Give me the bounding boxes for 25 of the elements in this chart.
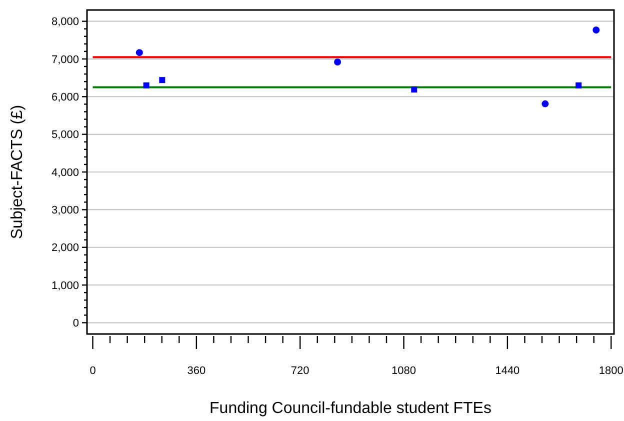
point	[136, 49, 143, 56]
point	[576, 82, 582, 88]
x-tick-label: 720	[290, 365, 310, 377]
point	[411, 86, 418, 92]
point	[542, 100, 549, 108]
x-axis-title: Funding Council-fundable student FTEs	[210, 400, 492, 417]
y-tick-label: 1,000	[51, 280, 79, 292]
y-tick-label: 3,000	[51, 204, 79, 217]
y-tick-label: 5,000	[51, 129, 79, 142]
y-tick-label: 0	[72, 318, 79, 330]
x-tick-label: 1800	[598, 365, 624, 377]
y-axis-title: Subject-FACTS (£)	[9, 104, 26, 240]
x-tick-label: 0	[90, 365, 96, 377]
y-tick-label: 8,000	[51, 16, 79, 28]
y-tick-label: 2,000	[51, 242, 79, 254]
x-tick-label: 1080	[392, 365, 416, 377]
point	[159, 77, 166, 84]
point	[334, 58, 342, 66]
y-tick-label: 6,000	[51, 92, 79, 104]
point	[592, 26, 600, 34]
x-tick-label: 1440	[495, 365, 520, 377]
point	[143, 82, 150, 88]
x-tick-label: 360	[187, 365, 206, 377]
y-tick-label: 4,000	[51, 166, 79, 179]
y-tick-label: 7,000	[51, 54, 79, 66]
